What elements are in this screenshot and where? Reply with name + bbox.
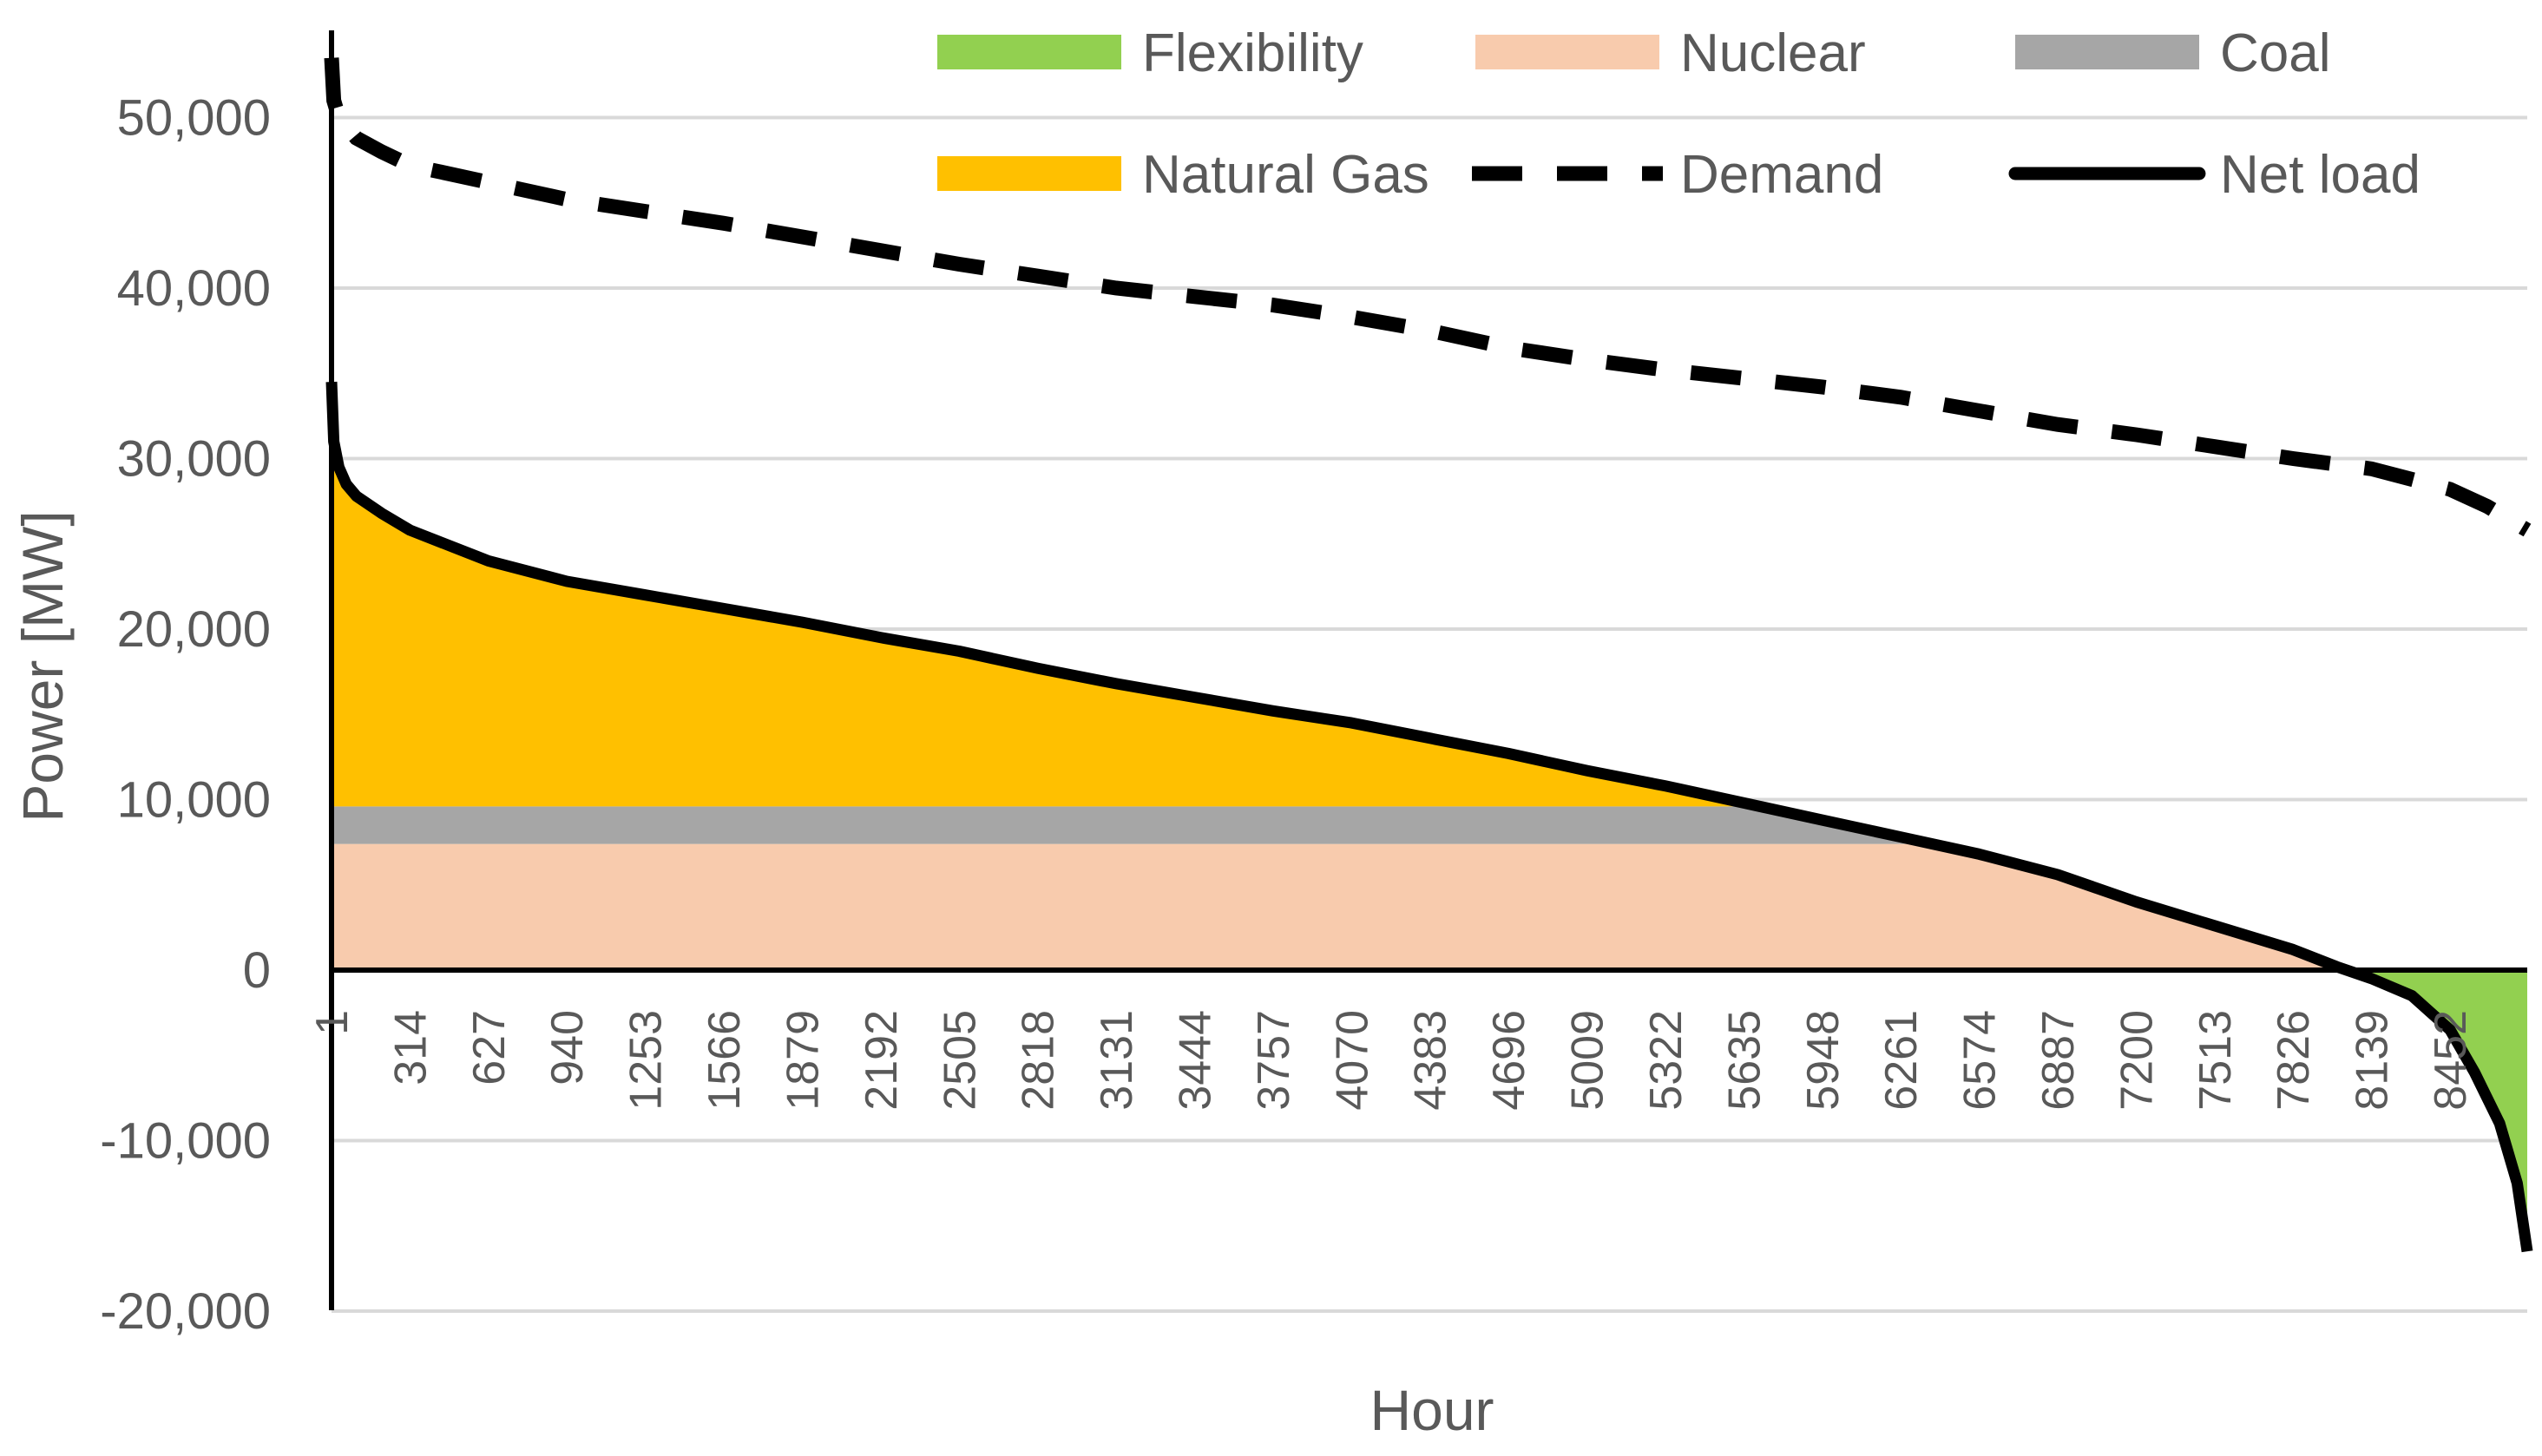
- legend-label: Net load: [2220, 145, 2420, 205]
- x-tick-label: 2505: [935, 1010, 985, 1111]
- x-tick-label: 4696: [1484, 1010, 1534, 1111]
- x-tick-label: 1: [307, 1010, 358, 1035]
- x-tick-label: 6261: [1876, 1010, 1927, 1111]
- x-tick-label: 6887: [2033, 1010, 2084, 1111]
- series-lines: [324, 57, 2533, 1253]
- y-tick-label: 30,000: [117, 431, 271, 488]
- legend-swatch-flexibility: [937, 35, 1121, 69]
- area-nuclear: [332, 843, 2527, 970]
- area-coal: [332, 806, 2527, 844]
- legend: Flexibility Nuclear Coal Natural Gas Demand N…: [937, 23, 2420, 205]
- y-tick-label: 50,000: [117, 90, 271, 147]
- y-axis-ticks: -20,000 -10,000 0 10,000 20,000 30,000 40,000 5…: [100, 90, 271, 1341]
- legend-label: Flexibility: [1142, 23, 1363, 83]
- legend-swatch-natural-gas: [937, 156, 1121, 191]
- y-tick-label: 0: [243, 942, 271, 999]
- legend-item-demand: Demand: [1472, 145, 1883, 205]
- x-tick-label: 5009: [1563, 1010, 1613, 1111]
- x-tick-label: 6574: [1955, 1010, 2006, 1111]
- x-tick-label: 3757: [1249, 1010, 1299, 1111]
- legend-item-nuclear: Nuclear: [1475, 23, 1866, 83]
- x-tick-label: 8139: [2348, 1010, 2398, 1111]
- x-axis-title: Hour: [1370, 1378, 1494, 1442]
- legend-item-flexibility: Flexibility: [937, 23, 1363, 83]
- y-tick-label: -20,000: [100, 1283, 271, 1340]
- series-line-net-load: [325, 381, 2533, 1253]
- x-tick-label: 7513: [2191, 1010, 2241, 1111]
- legend-label: Nuclear: [1680, 23, 1866, 83]
- axes: [329, 30, 2527, 1310]
- x-tick-label: 627: [464, 1010, 515, 1085]
- x-tick-label: 1253: [621, 1010, 672, 1111]
- x-tick-label: 3131: [1092, 1010, 1142, 1111]
- y-tick-label: 10,000: [117, 772, 271, 829]
- x-axis-ticks: 1 314 627 940 1253 1566 1879 2192 2505 2818 3131 34…: [307, 1010, 2476, 1111]
- legend-item-natural-gas: Natural Gas: [937, 145, 1429, 205]
- x-tick-label: 7200: [2112, 1010, 2162, 1111]
- x-tick-label: 1879: [778, 1010, 829, 1111]
- x-tick-label: 8452: [2426, 1010, 2476, 1111]
- x-tick-label: 940: [542, 1010, 593, 1085]
- x-tick-label: 4383: [1406, 1010, 1456, 1111]
- legend-swatch-nuclear: [1475, 35, 1659, 69]
- legend-swatch-coal: [2015, 35, 2199, 69]
- area-natural-gas: [332, 382, 2527, 807]
- x-tick-label: 314: [385, 1010, 436, 1085]
- series-line-demand: [324, 57, 2532, 537]
- legend-item-net-load: Net load: [2008, 145, 2420, 205]
- legend-item-coal: Coal: [2015, 23, 2331, 83]
- x-tick-label: 2818: [1014, 1010, 1064, 1111]
- y-tick-label: -10,000: [100, 1113, 271, 1170]
- y-tick-label: 20,000: [117, 601, 271, 658]
- x-tick-label: 1566: [700, 1010, 750, 1111]
- y-axis-title: Power [MW]: [10, 510, 75, 822]
- stacked-areas: [332, 382, 2527, 1252]
- x-tick-label: 7826: [2269, 1010, 2319, 1111]
- legend-label: Coal: [2220, 23, 2331, 83]
- x-tick-label: 5948: [1798, 1010, 1849, 1111]
- y-tick-label: 40,000: [117, 260, 271, 317]
- x-tick-label: 4070: [1327, 1010, 1377, 1111]
- x-tick-label: 3444: [1171, 1010, 1221, 1111]
- x-tick-label: 5635: [1719, 1010, 1770, 1111]
- x-tick-label: 2192: [857, 1010, 907, 1111]
- legend-label: Natural Gas: [1142, 145, 1429, 205]
- legend-label: Demand: [1680, 145, 1883, 205]
- x-tick-label: 5322: [1641, 1010, 1691, 1111]
